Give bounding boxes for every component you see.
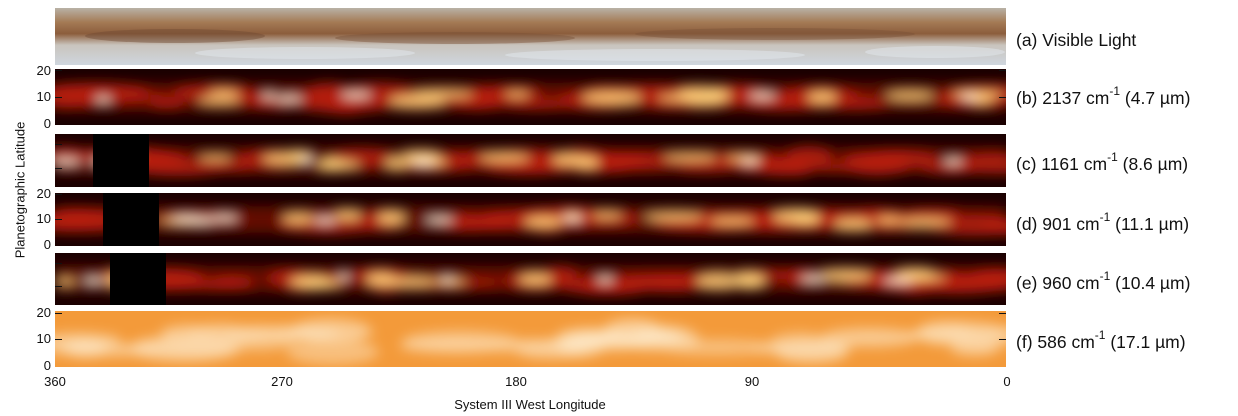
tick-mark-c-left-a <box>55 144 62 145</box>
x-axis-title: System III West Longitude <box>454 397 606 412</box>
y-tick-b-10: 10 <box>36 89 51 104</box>
panel-f-label-wavelength: (17.1 µm) <box>1105 331 1186 352</box>
y-tick-d-0: 0 <box>43 237 51 252</box>
panel-e-label-wavelength: (10.4 µm) <box>1110 272 1191 293</box>
heatmap-e <box>55 253 1006 305</box>
panel-e-label-sup: -1 <box>1099 269 1111 283</box>
panel-f-image <box>55 311 1006 367</box>
panel-b-label-sup: -1 <box>1109 84 1121 98</box>
x-tick-180: 180 <box>505 374 527 389</box>
panel-a-label-text: (a) Visible Light <box>1016 30 1137 50</box>
panel-c-label-text: (c) 1161 cm <box>1016 153 1108 174</box>
panel-b-label-wavelength: (4.7 µm) <box>1120 87 1191 108</box>
panel-e-label-text: (e) 960 cm <box>1016 272 1100 293</box>
x-tick-90: 90 <box>744 374 760 389</box>
tick-mark-d-left-20 <box>55 194 62 195</box>
panel-c-image <box>55 134 1006 187</box>
tick-mark-f-right-20 <box>999 313 1006 314</box>
x-tick-270: 270 <box>271 374 293 389</box>
visible-light-strip <box>55 8 1006 65</box>
panel-d-label-sup: -1 <box>1099 210 1111 224</box>
tick-mark-c-left-b <box>55 168 62 169</box>
tick-mark-b-right-20 <box>999 70 1006 71</box>
panel-d-label-wavelength: (11.1 µm) <box>1110 213 1190 234</box>
panel-e-label: (e) 960 cm-1 (10.4 µm) <box>1016 269 1191 294</box>
panel-f-label-sup: -1 <box>1094 328 1106 342</box>
panel-b-label: (b) 2137 cm-1 (4.7 µm) <box>1016 84 1191 109</box>
tick-mark-b-left-20 <box>55 70 62 71</box>
masked-band <box>93 134 149 187</box>
heatmap-c <box>55 134 1006 187</box>
masked-band <box>110 253 166 305</box>
heatmap-b <box>55 69 1006 125</box>
panel-c-label-wavelength: (8.6 µm) <box>1117 153 1189 174</box>
tick-mark-f-left-20 <box>55 313 62 314</box>
y-tick-d-10: 10 <box>36 211 51 226</box>
panel-d-label: (d) 901 cm-1 (11.1 µm) <box>1016 210 1190 235</box>
y-axis-title: Planetographic Latitude <box>12 121 28 259</box>
panel-d-image <box>55 193 1006 246</box>
x-tick-0: 0 <box>1003 374 1011 389</box>
panel-b-image <box>55 69 1006 125</box>
tick-mark-e-left-b <box>55 286 62 287</box>
panel-e-image <box>55 253 1006 305</box>
y-tick-f-0: 0 <box>43 358 51 373</box>
panel-a-label: (a) Visible Light <box>1016 30 1136 51</box>
panel-f-label: (f) 586 cm-1 (17.1 µm) <box>1016 328 1186 353</box>
masked-band <box>103 193 159 246</box>
y-tick-b-0: 0 <box>43 116 51 131</box>
panel-b-label-text: (b) 2137 cm <box>1016 87 1110 108</box>
panel-c-label-sup: -1 <box>1107 150 1118 164</box>
tick-mark-f-left-10 <box>55 339 62 340</box>
tick-mark-b-right-10 <box>999 97 1006 98</box>
heatmap-d <box>55 193 1006 246</box>
panel-d-label-text: (d) 901 cm <box>1016 213 1100 234</box>
panel-a-visible-image <box>55 8 1006 65</box>
tick-mark-b-left-10 <box>55 97 62 98</box>
y-tick-b-20: 20 <box>36 63 51 78</box>
heatmap-f <box>55 311 1006 367</box>
y-tick-d-20: 20 <box>36 186 51 201</box>
tick-mark-d-left-10 <box>55 219 62 220</box>
tick-mark-e-left-a <box>55 263 62 264</box>
tick-mark-f-right-10 <box>999 339 1006 340</box>
y-tick-f-20: 20 <box>36 305 51 320</box>
x-tick-360: 360 <box>44 374 66 389</box>
y-tick-f-10: 10 <box>36 331 51 346</box>
panel-c-label: (c) 1161 cm-1 (8.6 µm) <box>1016 150 1189 175</box>
panel-f-label-text: (f) 586 cm <box>1016 331 1095 352</box>
